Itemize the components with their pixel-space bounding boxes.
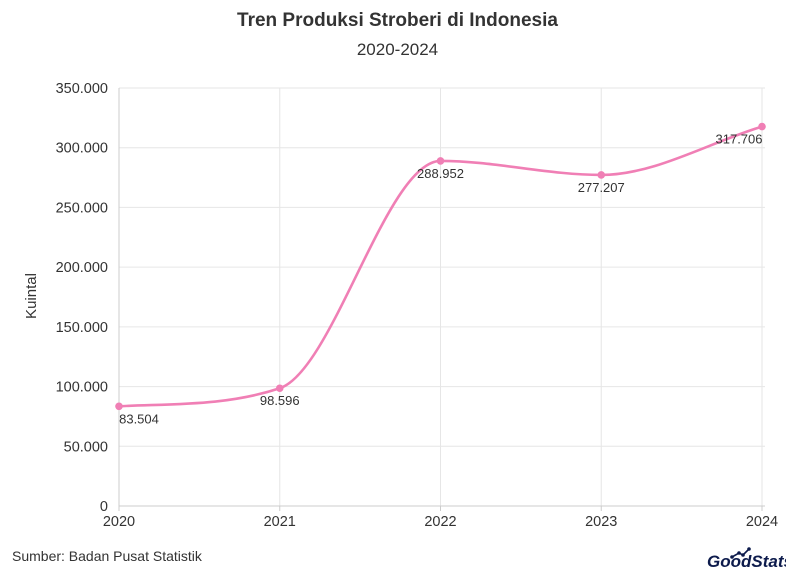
x-tick-label: 2024 <box>746 514 778 530</box>
axes: 0 50.000 100.000 150.000 200.000 250.000 300.0… <box>56 81 779 530</box>
logo-wordmark: GoodStats <box>707 552 786 571</box>
chart-subtitle: 2020-2024 <box>356 40 439 59</box>
data-label: 98.596 <box>260 393 300 408</box>
y-tick-label: 250.000 <box>56 200 108 216</box>
data-label: 277.207 <box>578 180 625 195</box>
logo-chart-icon <box>731 548 750 558</box>
x-tick-label: 2022 <box>424 514 456 530</box>
y-tick-label: 50.000 <box>64 439 108 455</box>
data-label: 317.706 <box>716 132 763 147</box>
x-tick-label: 2021 <box>264 514 296 530</box>
data-point <box>275 384 284 393</box>
data-labels: 83.504 98.596 288.952 277.207 317.706 <box>119 132 762 427</box>
data-point <box>758 122 766 131</box>
y-tick-label: 350.000 <box>56 81 108 97</box>
goodstats-logo: GoodStats <box>707 547 786 571</box>
y-tick-label: 0 <box>100 499 108 515</box>
data-point <box>436 157 445 165</box>
y-axis-label: Kuintal <box>23 273 40 319</box>
y-tick-label: 150.000 <box>56 320 108 336</box>
y-tick-label: 200.000 <box>56 260 108 276</box>
series-path <box>117 125 764 408</box>
y-tick-label: 300.000 <box>56 141 108 157</box>
x-tick-label: 2023 <box>585 514 617 530</box>
data-label: 288.952 <box>417 166 464 181</box>
gridlines <box>119 87 765 506</box>
data-point <box>597 171 606 179</box>
line-chart: 0 50.000 100.000 150.000 200.000 250.000 300.0… <box>23 81 779 530</box>
data-label: 83.504 <box>119 411 159 426</box>
source-note: Sumber: Badan Pusat Statistik <box>12 548 202 564</box>
x-tick-label: 2020 <box>103 514 135 530</box>
chart-title: Tren Produksi Stroberi di Indonesia <box>237 10 558 31</box>
y-tick-label: 100.000 <box>56 380 108 396</box>
data-point <box>115 402 123 411</box>
series-line <box>115 122 766 411</box>
